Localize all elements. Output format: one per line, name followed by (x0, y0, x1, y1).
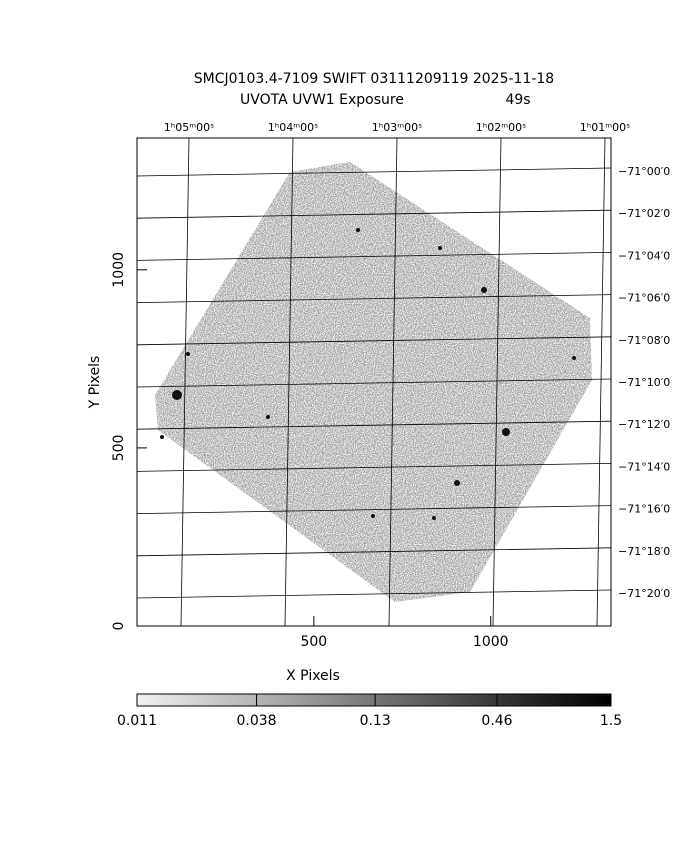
x-axis-label: X Pixels (286, 668, 340, 684)
ra-tick-label: 1ʰ03ᵐ00ˢ (372, 121, 422, 134)
subtitle: UVOTA UVW1 Exposure (240, 92, 404, 108)
colorbar-tick-label: 1.5 (600, 713, 622, 729)
sources (160, 228, 576, 520)
y-tick-label: 500 (111, 435, 127, 462)
dec-tick-label: −71°04′0 (618, 249, 670, 262)
dec-grid-line (136, 209, 612, 219)
ra-grid-line (596, 137, 606, 627)
dec-grid-line (136, 378, 612, 388)
colorbar (136, 693, 612, 707)
dec-tick-label: −71°02′0 (618, 207, 670, 220)
dec-grid-line (136, 294, 612, 303)
ra-grid-line (180, 137, 190, 627)
x-tick-label: 500 (300, 634, 327, 650)
ra-tick-label: 1ʰ05ᵐ00ˢ (164, 121, 214, 134)
dec-grid-line (136, 420, 612, 430)
dec-grid-line (136, 252, 612, 261)
dec-grid-line (136, 589, 612, 599)
y-axis-label: Y Pixels (87, 356, 103, 410)
dec-tick-label: −71°08′0 (618, 334, 670, 347)
dec-grid-line (136, 547, 612, 557)
ra-grid-line (492, 137, 502, 627)
colorbar-tick-label: 0.011 (117, 713, 157, 729)
dec-grid-line (136, 167, 612, 177)
dec-tick-label: −71°12′0 (618, 418, 670, 431)
dec-grid-line (136, 336, 612, 346)
ra-tick-label: 1ʰ02ᵐ00ˢ (476, 121, 526, 134)
colorbar-tick-label: 0.13 (360, 713, 391, 729)
exposure-map (155, 162, 592, 602)
ra-tick-label: 1ʰ04ᵐ00ˢ (268, 121, 318, 134)
title: SMCJ0103.4-7109 SWIFT 03111209119 2025-1… (194, 71, 554, 87)
ra-tick-label: 1ʰ01ᵐ00ˢ (580, 121, 630, 134)
dec-tick-label: −71°10′0 (618, 376, 670, 389)
dec-tick-label: −71°06′0 (618, 292, 670, 305)
image (155, 162, 592, 602)
dec-tick-label: −71°16′0 (618, 503, 670, 516)
dec-grid-line (136, 463, 612, 472)
dec-tick-label: −71°00′0 (618, 165, 670, 178)
x-tick-label: 1000 (473, 634, 509, 650)
y-tick-label: 1000 (111, 252, 127, 288)
colorbar-tick-label: 0.46 (481, 713, 512, 729)
ra-grid-line (388, 137, 398, 627)
colorbar-tick-label: 0.038 (237, 713, 277, 729)
dec-grid-line (136, 505, 612, 514)
y-tick-label: 0 (111, 622, 127, 631)
ra-grid-line (284, 137, 294, 627)
exposure: 49s (505, 92, 530, 108)
dec-tick-label: −71°20′0 (618, 587, 670, 600)
dec-tick-label: −71°18′0 (618, 545, 670, 558)
dec-tick-label: −71°14′0 (618, 460, 670, 473)
plot-frame (136, 137, 612, 627)
